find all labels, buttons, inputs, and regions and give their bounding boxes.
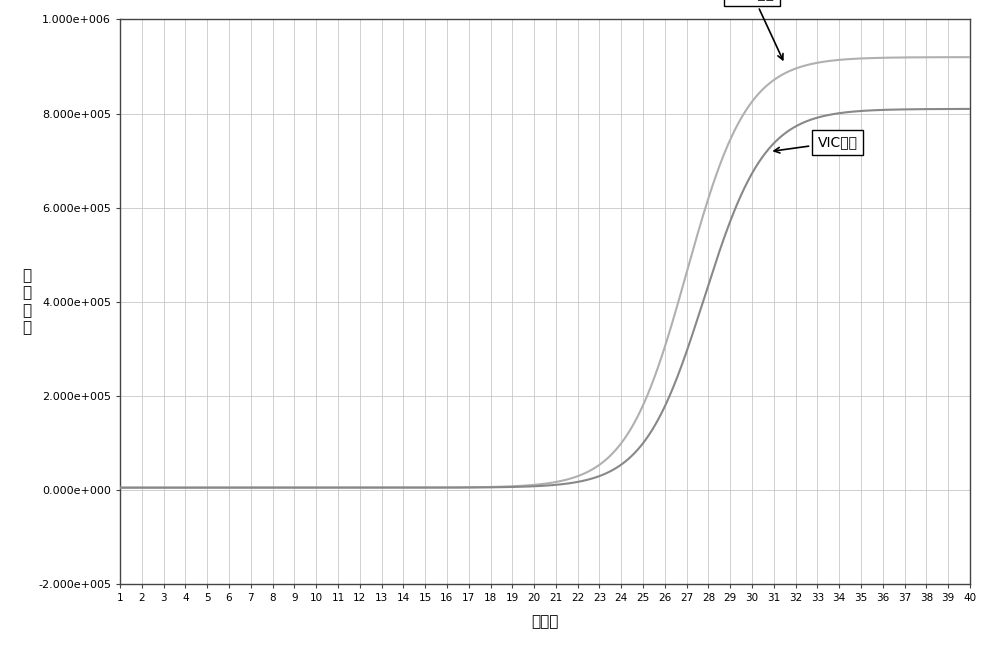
Y-axis label: 荧
光
强
度: 荧 光 强 度 [22,268,31,336]
X-axis label: 循环数: 循环数 [531,614,559,630]
Text: VIC通道: VIC通道 [774,135,857,153]
Text: FAM通道: FAM通道 [730,0,783,60]
